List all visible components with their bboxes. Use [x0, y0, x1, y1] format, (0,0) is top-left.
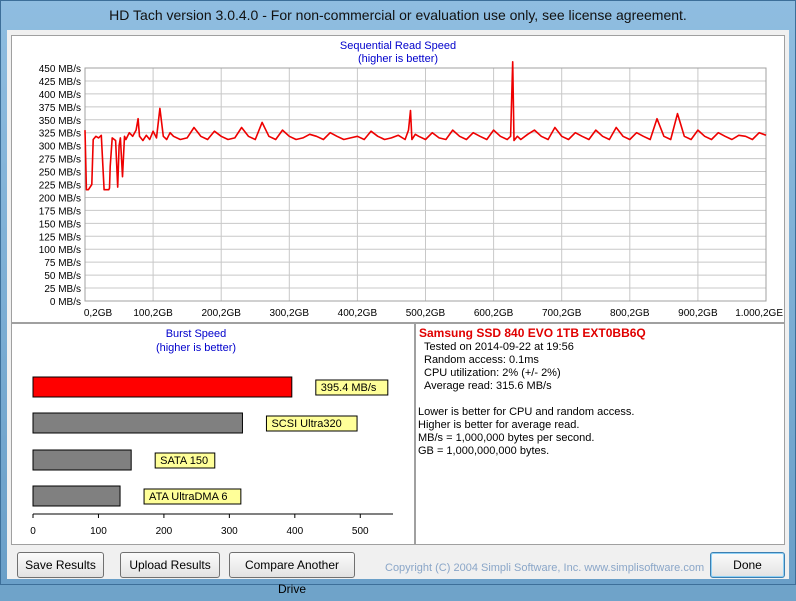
client-area: Sequential Read Speed (higher is better)… [7, 30, 789, 596]
sequential-read-panel: Sequential Read Speed (higher is better)… [11, 35, 785, 323]
y-tick-label: 175 MB/s [39, 206, 81, 217]
y-tick-label: 250 MB/s [39, 168, 81, 179]
note-mbs: MB/s = 1,000,000 bytes per second. [418, 432, 595, 444]
burst-bar-label: 395.4 MB/s [321, 382, 377, 394]
burst-bar-label-box [315, 379, 389, 396]
y-tick-label: 0 MB/s [50, 297, 81, 308]
burst-bar-label-box [265, 415, 358, 432]
x-tick-label: 900,2GB [678, 308, 718, 319]
x-tick-label: 1.000,2GE [735, 308, 783, 319]
y-tick-label: 325 MB/s [39, 129, 81, 140]
random-access: Random access: 0.1ms [424, 354, 539, 366]
burst-x-tick-label: 100 [90, 526, 107, 537]
note-average: Higher is better for average read. [418, 419, 580, 431]
burst-bar [32, 376, 293, 398]
y-tick-label: 300 MB/s [39, 142, 81, 153]
x-tick-label: 500,2GB [406, 308, 446, 319]
burst-chart-subtitle: (higher is better) [156, 342, 236, 354]
save-results-button[interactable]: Save Results [17, 552, 104, 578]
sequential-read-chart: Sequential Read Speed (higher is better)… [39, 40, 784, 319]
compare-drive-button[interactable]: Compare Another Drive [229, 552, 355, 596]
x-tick-label: 200,2GB [201, 308, 241, 319]
window-title: HD Tach version 3.0.4.0 - For non-commer… [109, 7, 687, 23]
upload-results-button[interactable]: Upload Results [120, 552, 220, 578]
drive-name: Samsung SSD 840 EVO 1TB EXT0BB6Q [419, 326, 646, 340]
burst-x-tick-label: 0 [30, 526, 36, 537]
y-tick-label: 100 MB/s [39, 245, 81, 256]
burst-bar-label: ATA UltraDMA 6 [149, 491, 227, 503]
drive-info-panel: Samsung SSD 840 EVO 1TB EXT0BB6Q Tested … [415, 323, 785, 545]
y-tick-label: 450 MB/s [39, 64, 81, 75]
burst-bar-label: SCSI Ultra320 [271, 418, 341, 430]
y-tick-label: 200 MB/s [39, 193, 81, 204]
tested-on: Tested on 2014-09-22 at 19:56 [424, 341, 574, 353]
read-speed-series-line [84, 60, 767, 191]
y-tick-label: 425 MB/s [39, 77, 81, 88]
y-tick-label: 50 MB/s [44, 271, 81, 282]
x-tick-label: 0,2GB [84, 308, 113, 319]
average-read: Average read: 315.6 MB/s [424, 380, 552, 392]
x-tick-label: 300,2GB [270, 308, 310, 319]
burst-bar [32, 485, 121, 507]
x-tick-label: 700,2GB [542, 308, 582, 319]
y-tick-label: 350 MB/s [39, 116, 81, 127]
burst-chart-title: Burst Speed [166, 328, 227, 340]
copyright-text: Copyright (C) 2004 Simpli Software, Inc.… [385, 562, 705, 574]
burst-bar-label-box [143, 488, 242, 505]
y-tick-label: 275 MB/s [39, 155, 81, 166]
x-tick-label: 600,2GB [474, 308, 514, 319]
note-gb: GB = 1,000,000,000 bytes. [418, 445, 550, 457]
plot-frame [84, 67, 767, 302]
burst-speed-chart: Burst Speed (higher is better) 395.4 MB/… [30, 328, 393, 537]
chart-title: Sequential Read Speed [340, 40, 456, 52]
y-tick-label: 25 MB/s [44, 284, 81, 295]
burst-bar-label-box [154, 452, 216, 469]
done-button[interactable]: Done [710, 552, 785, 578]
y-tick-label: 225 MB/s [39, 181, 81, 192]
burst-x-tick-label: 200 [156, 526, 173, 537]
burst-x-tick-label: 400 [286, 526, 303, 537]
cpu-utilization: CPU utilization: 2% (+/- 2%) [424, 367, 561, 379]
y-tick-label: 75 MB/s [44, 258, 81, 269]
burst-x-tick-label: 300 [221, 526, 238, 537]
x-tick-label: 100,2GB [133, 308, 173, 319]
y-tick-label: 375 MB/s [39, 103, 81, 114]
y-tick-label: 400 MB/s [39, 90, 81, 101]
burst-bar [32, 412, 243, 434]
x-tick-label: 800,2GB [610, 308, 650, 319]
burst-bar-label: SATA 150 [160, 455, 208, 467]
chart-subtitle: (higher is better) [358, 53, 438, 65]
x-tick-label: 400,2GB [338, 308, 378, 319]
burst-speed-panel: Burst Speed (higher is better) 395.4 MB/… [11, 323, 415, 545]
note-cpu: Lower is better for CPU and random acces… [418, 406, 635, 418]
y-tick-label: 150 MB/s [39, 219, 81, 230]
y-tick-label: 125 MB/s [39, 232, 81, 243]
burst-bar [32, 449, 132, 471]
burst-x-tick-label: 500 [352, 526, 369, 537]
